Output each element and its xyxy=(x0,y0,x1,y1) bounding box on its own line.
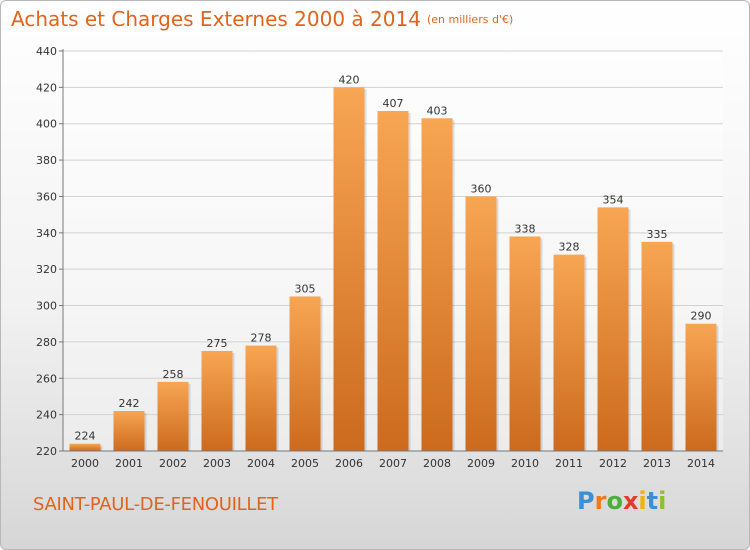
y-tick-label: 320 xyxy=(36,263,57,276)
logo-letter: i xyxy=(638,487,647,515)
y-tick-label: 300 xyxy=(36,300,57,313)
bar xyxy=(157,381,189,451)
y-tick-label: 340 xyxy=(36,227,57,240)
bar xyxy=(597,207,629,451)
bar xyxy=(509,236,541,451)
chart-title: Achats et Charges Externes 2000 à 2014 (e… xyxy=(11,7,513,31)
title-text: Achats et Charges Externes 2000 à 2014 xyxy=(11,7,421,31)
x-tick-label: 2008 xyxy=(423,457,451,470)
logo-letter: P xyxy=(577,487,595,515)
bar xyxy=(333,87,365,451)
y-tick-label: 400 xyxy=(36,118,57,131)
y-tick-label: 380 xyxy=(36,154,57,167)
y-tick-label: 360 xyxy=(36,190,57,203)
bar xyxy=(465,196,497,451)
axes: 220 240 260 280 300 320 340 360 380 400 420 440 2000… xyxy=(36,45,723,470)
x-tick-label: 2003 xyxy=(203,457,231,470)
y-tick-label: 220 xyxy=(36,445,57,458)
data-label: 360 xyxy=(471,182,492,195)
data-label: 278 xyxy=(251,332,272,345)
x-tick-label: 2014 xyxy=(687,457,715,470)
bar xyxy=(245,345,277,451)
x-tick-label: 2005 xyxy=(291,457,319,470)
bar xyxy=(377,111,409,451)
bar xyxy=(69,443,101,451)
data-label: 328 xyxy=(559,241,580,254)
data-label: 242 xyxy=(119,397,140,410)
x-tick-label: 2009 xyxy=(467,457,495,470)
y-tick-label: 440 xyxy=(36,45,57,58)
proxiti-logo: Proxiti xyxy=(577,487,666,515)
data-label: 335 xyxy=(647,228,668,241)
y-tick-label: 240 xyxy=(36,409,57,422)
unit-label: (en milliers d'€) xyxy=(426,13,514,26)
x-tick-label: 2001 xyxy=(115,457,143,470)
x-tick-label: 2011 xyxy=(555,457,583,470)
data-label: 403 xyxy=(427,104,448,117)
town-name: SAINT-PAUL-DE-FENOUILLET xyxy=(33,494,278,515)
logo-letter: t xyxy=(646,487,659,515)
bar xyxy=(421,118,453,451)
bar xyxy=(201,351,233,451)
data-label: 354 xyxy=(603,193,624,206)
logo-letter: x xyxy=(622,487,639,515)
data-label: 258 xyxy=(163,368,184,381)
data-label: 305 xyxy=(295,282,316,295)
x-tick-label: 2007 xyxy=(379,457,407,470)
y-tick-label: 260 xyxy=(36,372,57,385)
logo-letter: i xyxy=(658,487,667,515)
bar xyxy=(685,323,717,451)
data-label: 407 xyxy=(383,97,404,110)
y-tick-label: 280 xyxy=(36,336,57,349)
data-labels: 224 242 258 275 278 305 420 407 403 360 338 328 354 3… xyxy=(75,73,712,442)
x-tick-label: 2010 xyxy=(511,457,539,470)
bar xyxy=(289,296,321,451)
x-tick-label: 2006 xyxy=(335,457,363,470)
x-tick-label: 2004 xyxy=(247,457,275,470)
x-tick-label: 2000 xyxy=(71,457,99,470)
x-tick-label: 2013 xyxy=(643,457,671,470)
x-tick-label: 2012 xyxy=(599,457,627,470)
bar xyxy=(641,241,673,451)
bars xyxy=(69,87,719,451)
bar xyxy=(553,254,585,451)
data-label: 275 xyxy=(207,337,228,350)
data-label: 338 xyxy=(515,222,536,235)
x-tick-label: 2002 xyxy=(159,457,187,470)
data-label: 224 xyxy=(75,430,96,443)
data-label: 290 xyxy=(691,310,712,323)
y-tick-label: 420 xyxy=(36,81,57,94)
bar xyxy=(113,411,145,451)
logo-letter: r xyxy=(594,487,607,515)
logo-letter: o xyxy=(606,487,623,515)
data-label: 420 xyxy=(339,73,360,86)
